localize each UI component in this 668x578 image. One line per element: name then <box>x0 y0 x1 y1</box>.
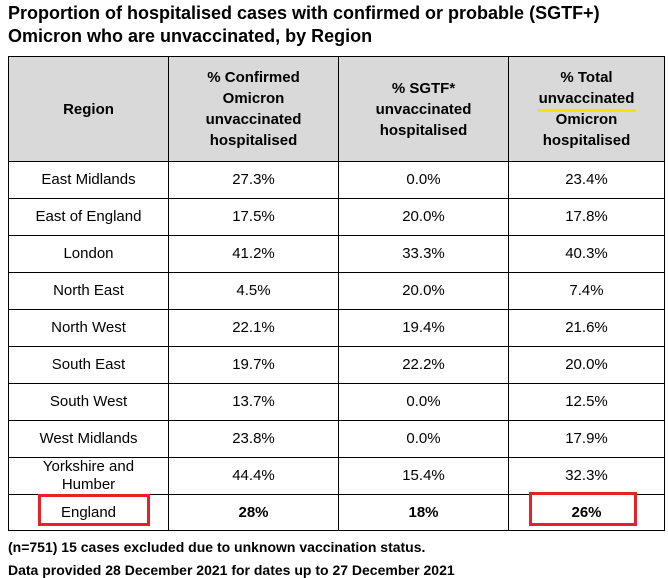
cell-region: South East <box>8 346 169 384</box>
header-sgtf-line: % SGTF* <box>391 79 456 97</box>
cell-region-line: Yorkshire and <box>42 458 135 475</box>
cell-total: 23.4% <box>508 161 665 199</box>
table-row: West Midlands 23.8% 0.0% 17.9% <box>8 420 665 458</box>
cell-sgtf: 0.0% <box>338 420 509 458</box>
footnote-data-date: Data provided 28 December 2021 for dates… <box>8 562 455 578</box>
cell-confirmed: 23.8% <box>168 420 339 458</box>
header-total-line: hospitalised <box>542 132 631 149</box>
cell-region: North East <box>8 272 169 310</box>
region-table: Region % Confirmed Omicron unvaccinated … <box>8 56 665 531</box>
cell-confirmed: 27.3% <box>168 161 339 199</box>
yellow-underline <box>536 109 637 112</box>
england-label: England <box>60 503 117 521</box>
cell-sgtf: 22.2% <box>338 346 509 384</box>
cell-sgtf: 0.0% <box>338 161 509 199</box>
red-annotation-box-england <box>38 494 150 526</box>
cell-total: 17.9% <box>508 420 665 458</box>
header-total-line: % Total <box>560 69 613 86</box>
cell-confirmed-total: 28% <box>168 494 339 531</box>
cell-sgtf: 33.3% <box>338 235 509 273</box>
cell-sgtf: 20.0% <box>338 272 509 310</box>
highlighted-word: unvaccinated <box>536 88 637 112</box>
table-row: East Midlands 27.3% 0.0% 23.4% <box>8 161 665 199</box>
cell-confirmed: 41.2% <box>168 235 339 273</box>
cell-total: 40.3% <box>508 235 665 273</box>
cell-sgtf: 0.0% <box>338 383 509 421</box>
cell-region: West Midlands <box>8 420 169 458</box>
cell-region: London <box>8 235 169 273</box>
red-annotation-box-total <box>529 492 637 526</box>
header-confirmed-line: % Confirmed <box>207 69 300 86</box>
header-total: % Total unvaccinated Omicron hospitalise… <box>508 56 665 162</box>
table-row: London 41.2% 33.3% 40.3% <box>8 235 665 273</box>
table-row: North East 4.5% 20.0% 7.4% <box>8 272 665 310</box>
header-region: Region <box>8 56 169 162</box>
cell-confirmed: 19.7% <box>168 346 339 384</box>
cell-confirmed: 13.7% <box>168 383 339 421</box>
cell-sgtf: 20.0% <box>338 198 509 236</box>
cell-total: 17.8% <box>508 198 665 236</box>
table-row: Yorkshire and Humber 44.4% 15.4% 32.3% <box>8 457 665 495</box>
header-sgtf-line: unvaccinated <box>375 100 472 118</box>
title-line-2: Omicron who are unvaccinated, by Region <box>8 26 373 46</box>
cell-region: Yorkshire and Humber <box>8 457 169 495</box>
title-line-1: Proportion of hospitalised cases with co… <box>8 3 600 23</box>
header-total-line: Omicron <box>555 111 618 128</box>
cell-region: East of England <box>8 198 169 236</box>
cell-region: South West <box>8 383 169 421</box>
table-row: South East 19.7% 22.2% 20.0% <box>8 346 665 384</box>
header-confirmed-line: hospitalised <box>209 132 298 149</box>
cell-confirmed: 22.1% <box>168 309 339 347</box>
cell-sgtf-total: 18% <box>338 494 509 531</box>
header-confirmed: % Confirmed Omicron unvaccinated hospita… <box>168 56 339 162</box>
header-total-highlight-wrap: unvaccinated <box>513 88 660 112</box>
cell-region: North West <box>8 309 169 347</box>
cell-confirmed: 44.4% <box>168 457 339 495</box>
highlighted-word-text: unvaccinated <box>538 90 635 107</box>
footnote-exclusions: (n=751) 15 cases excluded due to unknown… <box>8 539 426 555</box>
document-title: Proportion of hospitalised cases with co… <box>8 2 658 48</box>
cell-confirmed: 17.5% <box>168 198 339 236</box>
cell-sgtf: 19.4% <box>338 309 509 347</box>
table-row: North West 22.1% 19.4% 21.6% <box>8 309 665 347</box>
header-confirmed-line: unvaccinated <box>205 111 302 128</box>
cell-confirmed: 4.5% <box>168 272 339 310</box>
cell-total: 32.3% <box>508 457 665 495</box>
table-row: East of England 17.5% 20.0% 17.8% <box>8 198 665 236</box>
header-sgtf-line: hospitalised <box>379 121 468 139</box>
cell-total: 20.0% <box>508 346 665 384</box>
cell-total: 7.4% <box>508 272 665 310</box>
header-sgtf: % SGTF* unvaccinated hospitalised <box>338 56 509 162</box>
cell-total: 21.6% <box>508 309 665 347</box>
cell-region-line: Humber <box>61 476 116 493</box>
header-confirmed-line: Omicron <box>222 90 285 107</box>
cell-total: 12.5% <box>508 383 665 421</box>
header-row: Region % Confirmed Omicron unvaccinated … <box>8 56 665 162</box>
cell-sgtf: 15.4% <box>338 457 509 495</box>
table-row: South West 13.7% 0.0% 12.5% <box>8 383 665 421</box>
cell-region: East Midlands <box>8 161 169 199</box>
